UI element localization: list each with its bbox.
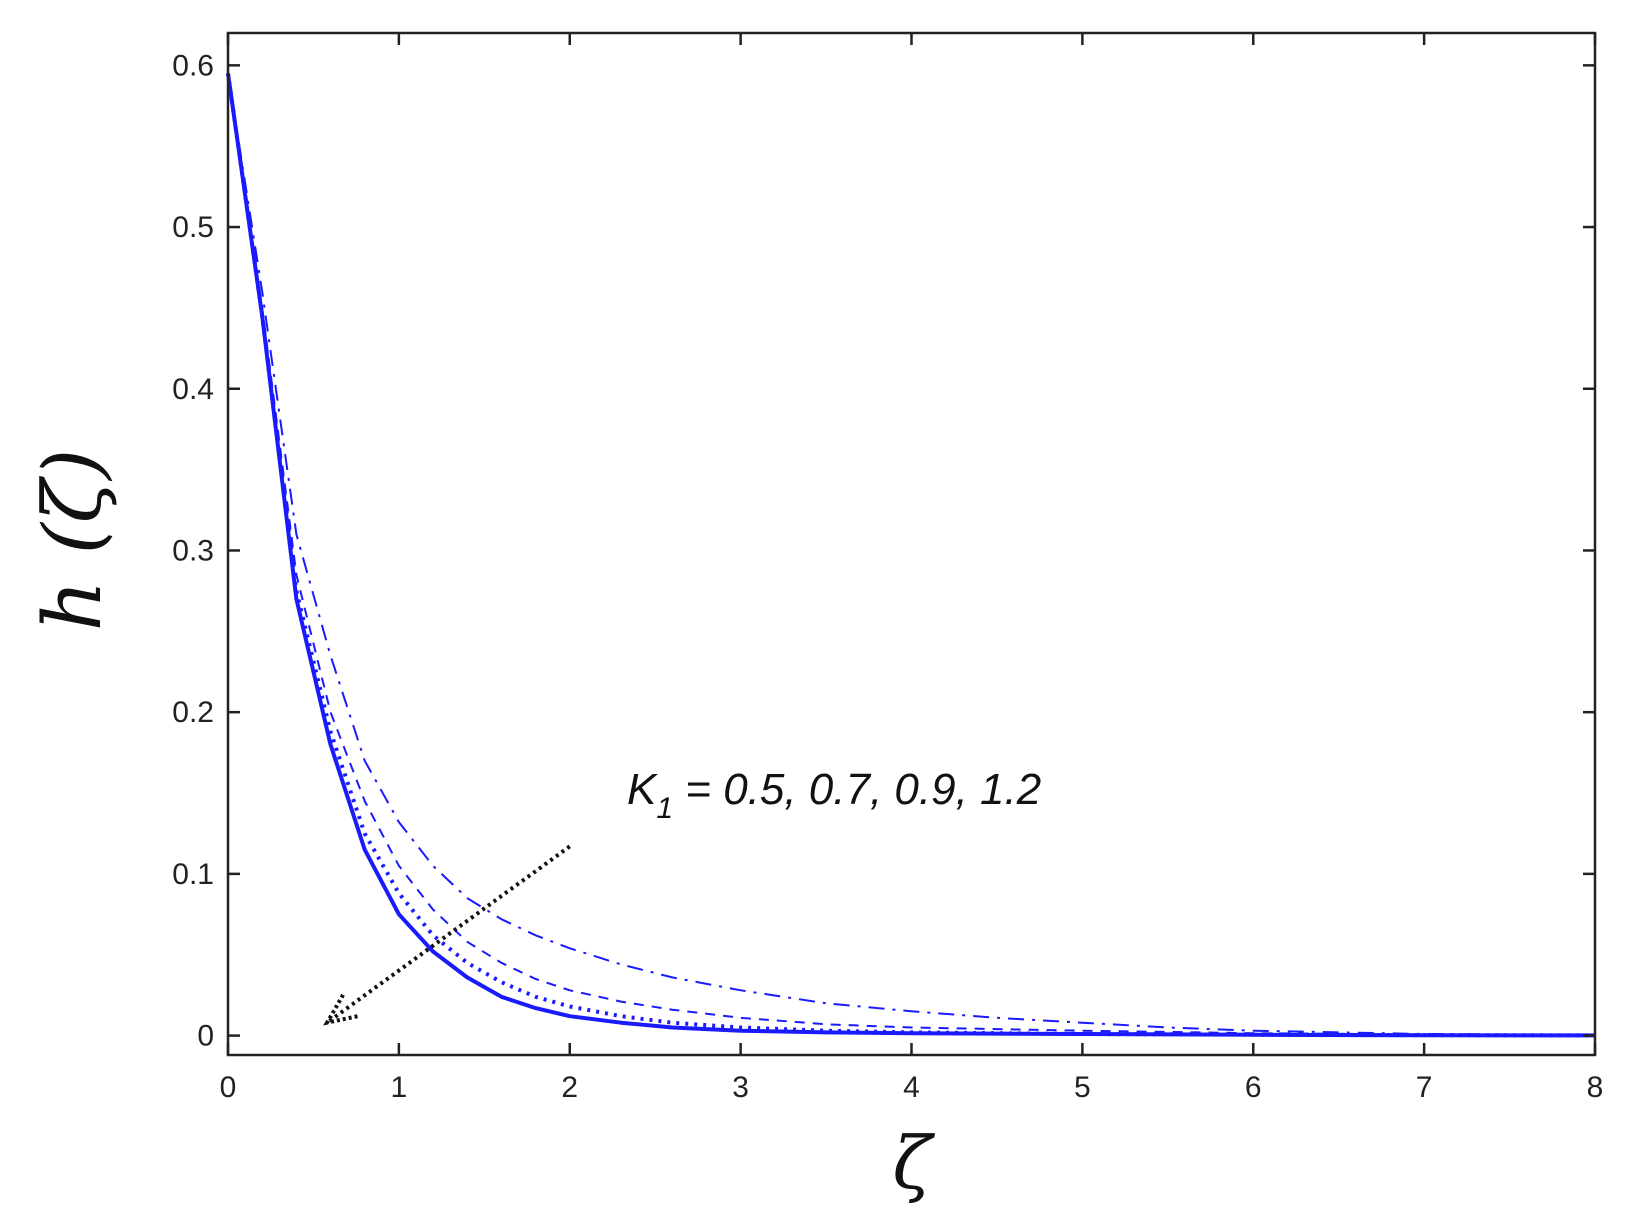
x-tick-label: 0 — [220, 1071, 237, 1104]
annotation-subscript: 1 — [656, 792, 673, 825]
x-tick-label: 7 — [1416, 1071, 1433, 1104]
y-tick-label: 0.2 — [172, 696, 214, 729]
x-tick-label: 1 — [391, 1071, 408, 1104]
y-tick-label: 0.1 — [172, 858, 214, 891]
x-tick-label: 2 — [561, 1071, 578, 1104]
series-line-dashed — [227, 73, 1596, 1037]
annotation-values: = 0.5, 0.7, 0.9, 1.2 — [673, 765, 1041, 814]
annotation-label: K1 = 0.5, 0.7, 0.9, 1.2 — [627, 765, 1041, 825]
y-tick-label: 0.3 — [172, 534, 214, 567]
series-line-solid — [226, 73, 1596, 1038]
x-tick-label: 3 — [732, 1071, 749, 1104]
y-tick-label: 0.4 — [172, 373, 214, 406]
x-tick-label: 4 — [903, 1071, 920, 1104]
annotation-arrow-layer — [323, 844, 571, 1026]
series-layer — [226, 73, 1596, 1038]
series-line-dashdot — [227, 73, 1596, 1036]
x-axis-label: ζ — [892, 1121, 935, 1205]
y-tick-label: 0.6 — [172, 49, 214, 82]
y-tick-label: 0.5 — [172, 211, 214, 244]
annotation-arrow-shaft — [325, 844, 571, 1025]
x-tick-label: 6 — [1245, 1071, 1262, 1104]
y-tick-label: 0 — [197, 1020, 214, 1053]
annotation-symbol: K — [627, 765, 658, 814]
x-tick-label: 8 — [1587, 1071, 1604, 1104]
x-tick-label: 5 — [1074, 1071, 1091, 1104]
series-line-dotted — [226, 73, 1596, 1038]
tick-layer: 0 1 2 3 4 5 6 7 8 0 0.1 0.2 0.3 0.4 0.5 0.6 — [172, 33, 1603, 1104]
y-axis-label: h (ζ) — [26, 449, 119, 632]
annotation-arrow-head — [323, 993, 359, 1026]
